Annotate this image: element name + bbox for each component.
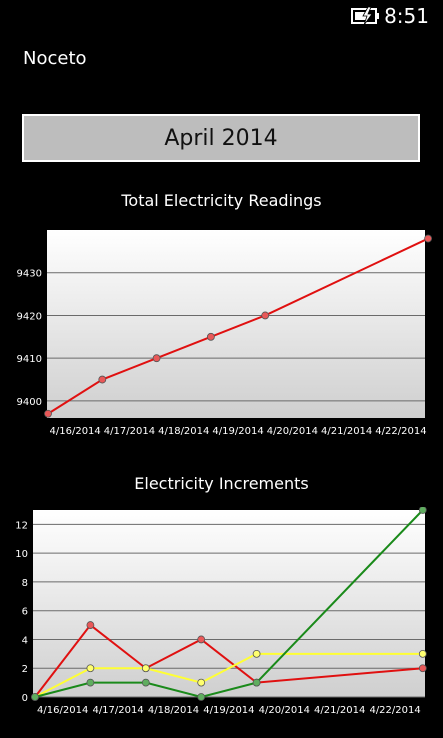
data-point	[86, 678, 95, 687]
data-point	[98, 375, 107, 384]
data-point	[252, 649, 261, 658]
data-point	[424, 234, 433, 243]
status-bar: 8:51	[0, 0, 443, 32]
increments-chart: 0 2 4 6 8 10 12 4/16/2014 4/17/2014 4/18/2014 4/19…	[15, 507, 427, 716]
y-tick-label: 9430	[17, 269, 42, 280]
x-tick-label: 4/17/2014	[92, 705, 143, 716]
data-point	[197, 635, 206, 644]
data-point	[141, 678, 150, 687]
total-readings-chart: 9400 9410 9420 9430 4/16/2014 4/17/2014 4/18/2…	[17, 230, 433, 437]
y-tick-label: 4	[22, 635, 28, 646]
y-tick-label: 12	[15, 520, 28, 531]
data-point	[86, 621, 95, 629]
clock: 8:51	[384, 4, 429, 28]
y-tick-label: 8	[22, 578, 28, 589]
data-point	[197, 693, 206, 701]
x-tick-label: 4/18/2014	[158, 426, 209, 437]
y-tick-label: 10	[15, 549, 28, 560]
series-line	[47, 237, 429, 415]
y-tick-label: 9420	[17, 311, 42, 322]
data-point	[86, 664, 95, 673]
plot-area	[33, 510, 425, 697]
y-tick-label: 9410	[17, 354, 42, 365]
month-selector-button[interactable]: April 2014	[22, 114, 420, 162]
data-point	[152, 354, 161, 363]
data-point	[261, 311, 270, 320]
x-tick-label: 4/22/2014	[369, 705, 420, 716]
data-point	[418, 507, 427, 514]
x-tick-label: 4/21/2014	[314, 705, 365, 716]
plot-area	[47, 230, 425, 418]
data-point	[252, 678, 261, 687]
data-point	[31, 693, 39, 701]
y-tick-label: 2	[22, 664, 28, 675]
app-title: Noceto	[23, 48, 87, 69]
data-point	[141, 664, 150, 673]
x-tick-label: 4/19/2014	[212, 426, 263, 437]
series-line	[34, 509, 424, 699]
data-point	[418, 649, 427, 658]
x-tick-label: 4/18/2014	[148, 705, 199, 716]
y-tick-label: 0	[22, 693, 28, 704]
chart-title-increments: Electricity Increments	[134, 474, 309, 493]
chart-title-total-readings: Total Electricity Readings	[121, 191, 322, 210]
data-point	[197, 678, 206, 687]
x-tick-label: 4/16/2014	[37, 705, 88, 716]
x-tick-label: 4/19/2014	[203, 705, 254, 716]
x-tick-label: 4/20/2014	[267, 426, 318, 437]
x-tick-label: 4/16/2014	[50, 426, 101, 437]
data-point	[418, 664, 427, 673]
battery-charging-icon	[351, 6, 379, 26]
data-point	[206, 332, 215, 341]
x-tick-label: 4/17/2014	[104, 426, 155, 437]
x-tick-label: 4/22/2014	[375, 426, 426, 437]
x-tick-label: 4/20/2014	[259, 705, 310, 716]
y-tick-label: 6	[22, 607, 28, 618]
x-tick-label: 4/21/2014	[321, 426, 372, 437]
y-tick-label: 9400	[17, 397, 42, 408]
data-point	[44, 409, 52, 418]
series-line	[34, 623, 423, 698]
